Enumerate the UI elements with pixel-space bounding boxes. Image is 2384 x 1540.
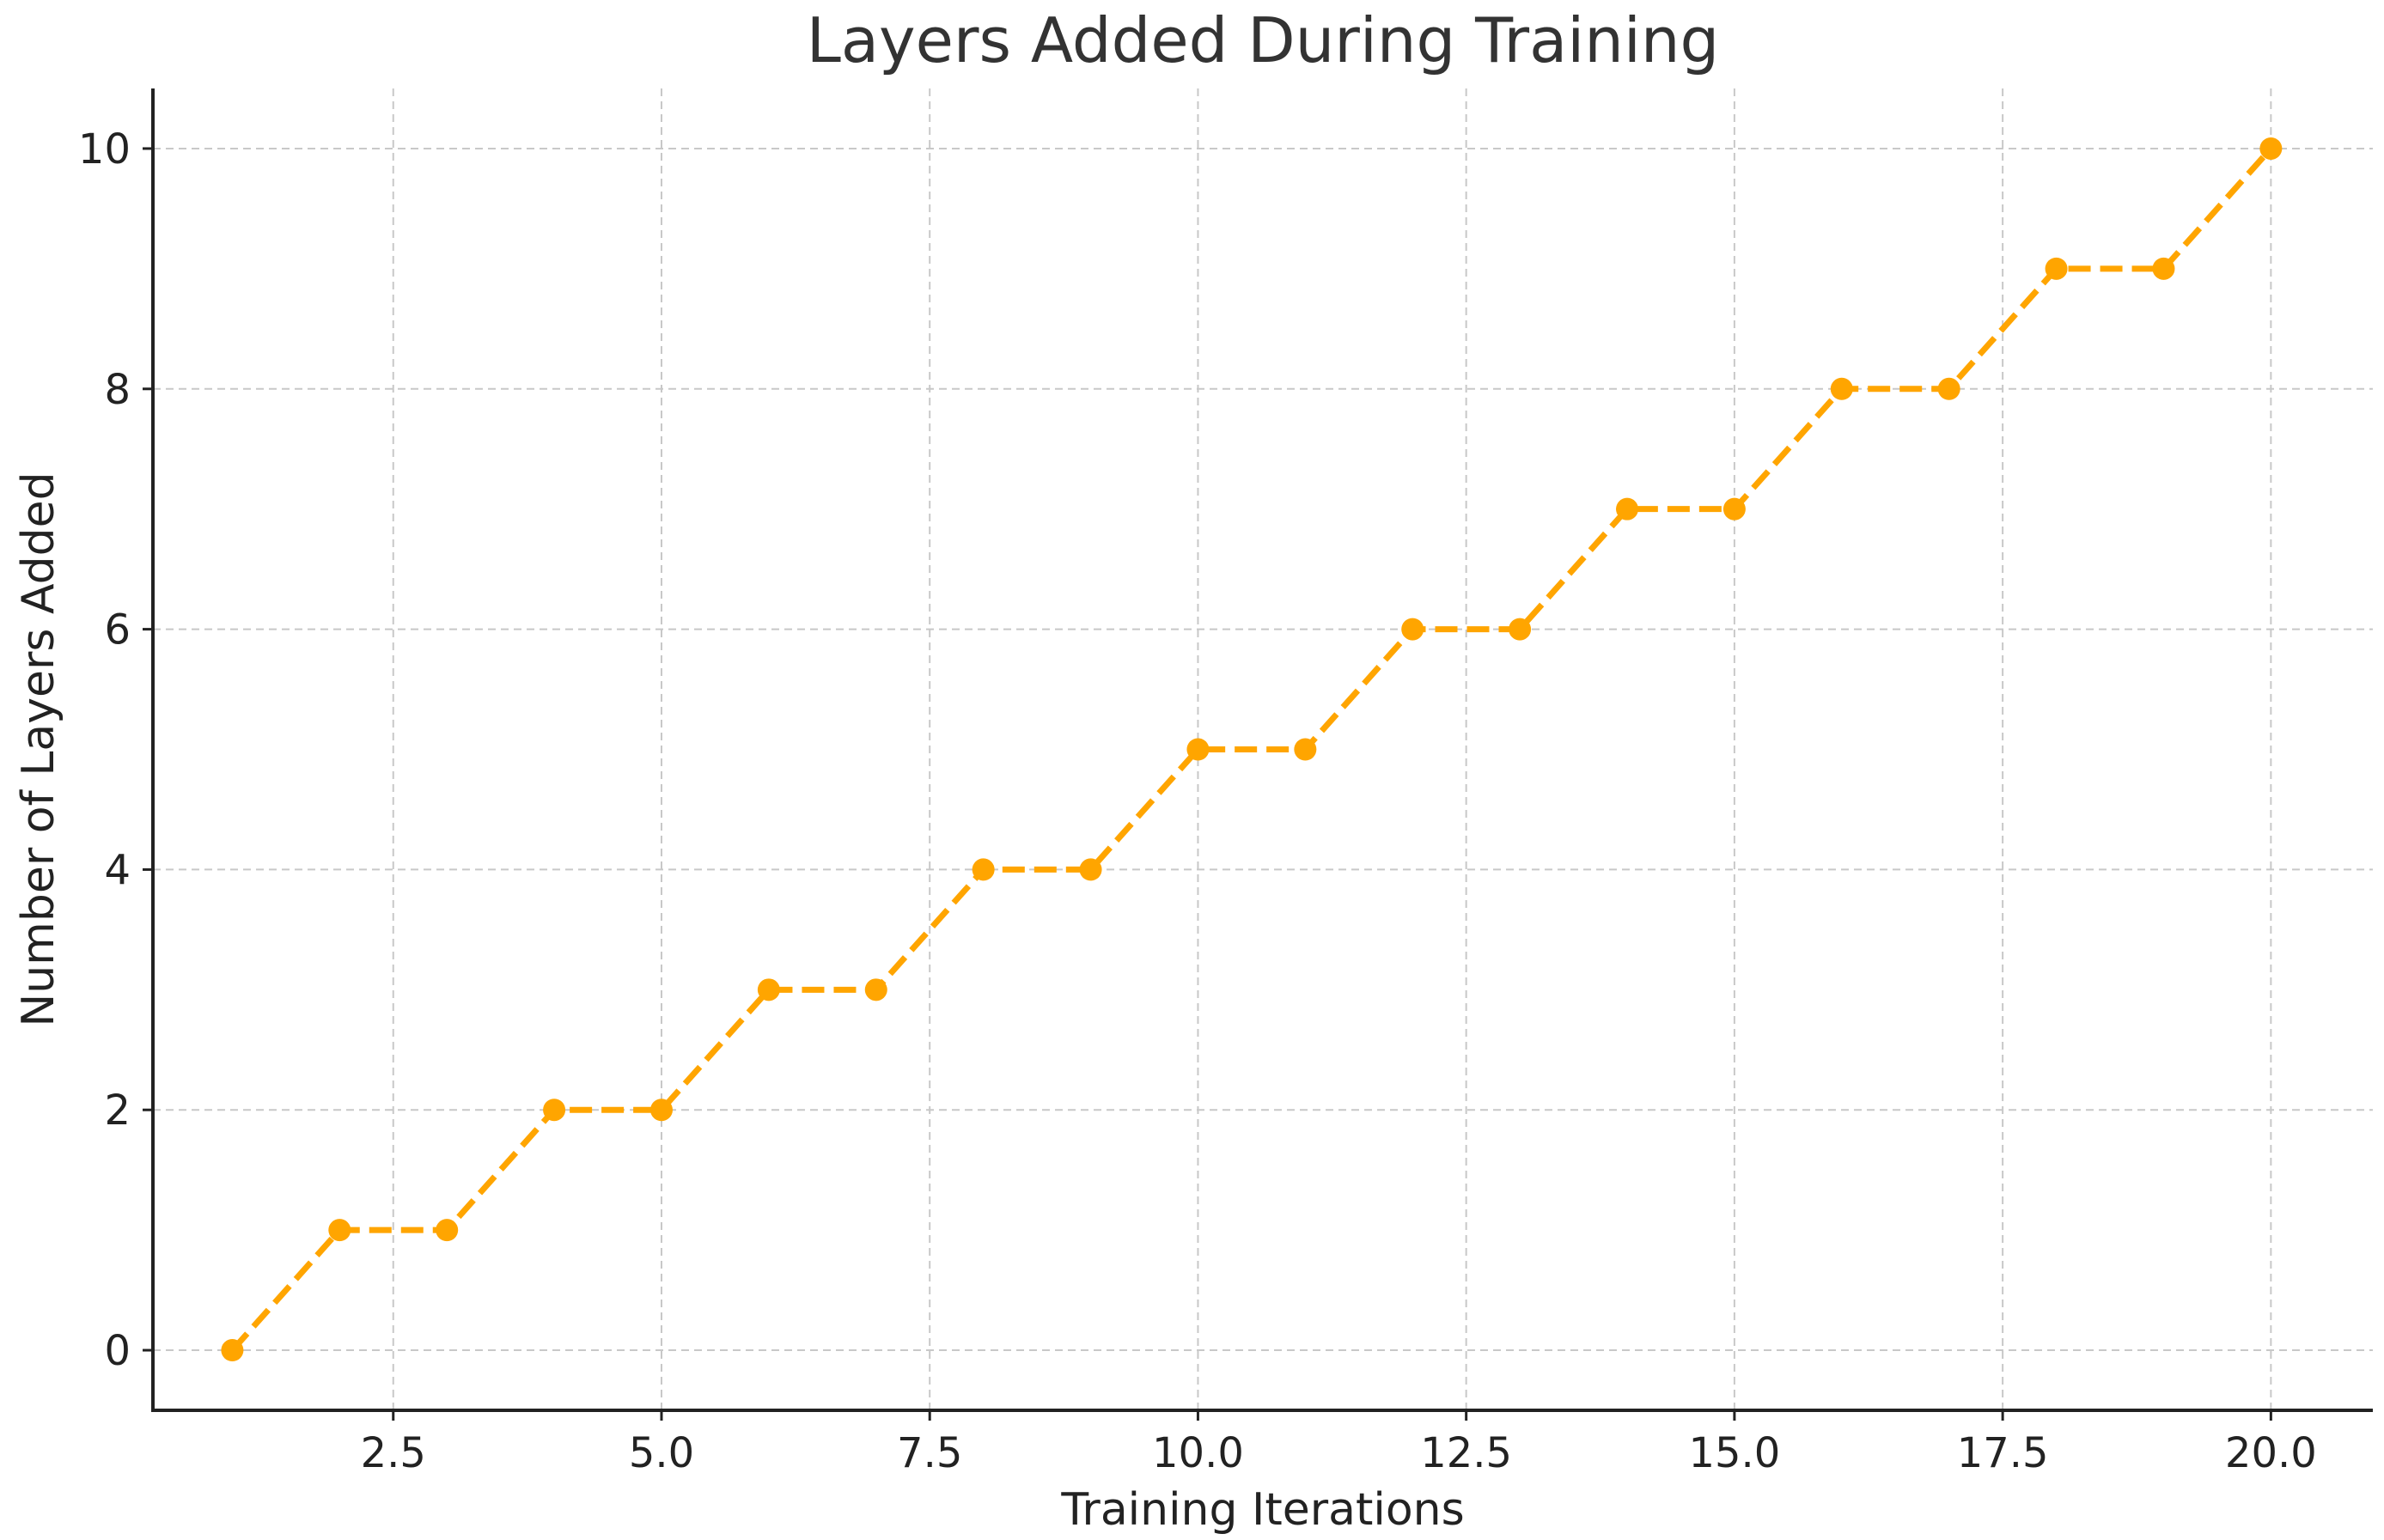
- y-tick-label: 4: [104, 846, 131, 894]
- y-tick-label: 10: [78, 125, 131, 173]
- data-point: [1830, 377, 1853, 400]
- data-point: [864, 978, 887, 1001]
- x-tick-label: 15.0: [1688, 1429, 1780, 1477]
- chart-title: Layers Added During Training: [807, 4, 1719, 76]
- data-point: [757, 978, 780, 1001]
- y-tick-label: 8: [104, 366, 131, 414]
- data-point: [543, 1099, 566, 1122]
- y-axis-label: Number of Layers Added: [13, 472, 64, 1026]
- data-point: [1186, 738, 1210, 761]
- data-point: [649, 1099, 673, 1122]
- x-axis-label: Training Iterations: [1060, 1484, 1464, 1536]
- data-point: [1616, 497, 1639, 520]
- y-tick-label: 2: [104, 1087, 131, 1135]
- data-point: [328, 1219, 351, 1242]
- data-point: [1937, 377, 1960, 400]
- data-point: [2259, 137, 2283, 160]
- grid: [153, 88, 2373, 1410]
- series: [221, 137, 2283, 1362]
- x-tick-label: 17.5: [1957, 1429, 2049, 1477]
- y-tick-label: 6: [104, 606, 131, 654]
- series-line: [229, 146, 2273, 1353]
- data-point: [1401, 618, 1424, 641]
- x-tick-label: 12.5: [1420, 1429, 1512, 1477]
- x-ticks: 2.5 5.0 7.5 10.0 12.5 15.0 17.5 20.0: [361, 1410, 2317, 1477]
- data-point: [436, 1219, 459, 1242]
- data-point: [1509, 618, 1532, 641]
- data-point: [1722, 497, 1746, 520]
- y-tick-label: 0: [104, 1327, 131, 1375]
- y-ticks: 0 2 4 6 8 10: [78, 125, 153, 1375]
- axes: [151, 88, 2373, 1412]
- data-point: [1294, 738, 1317, 761]
- data-point: [2152, 257, 2175, 280]
- x-tick-label: 7.5: [897, 1429, 962, 1477]
- x-tick-label: 10.0: [1152, 1429, 1244, 1477]
- x-tick-label: 2.5: [361, 1429, 426, 1477]
- data-point: [221, 1339, 244, 1362]
- data-point: [1079, 858, 1102, 881]
- data-point: [972, 858, 995, 881]
- x-tick-label: 5.0: [629, 1429, 694, 1477]
- x-tick-label: 20.0: [2225, 1429, 2317, 1477]
- data-point: [2045, 257, 2068, 280]
